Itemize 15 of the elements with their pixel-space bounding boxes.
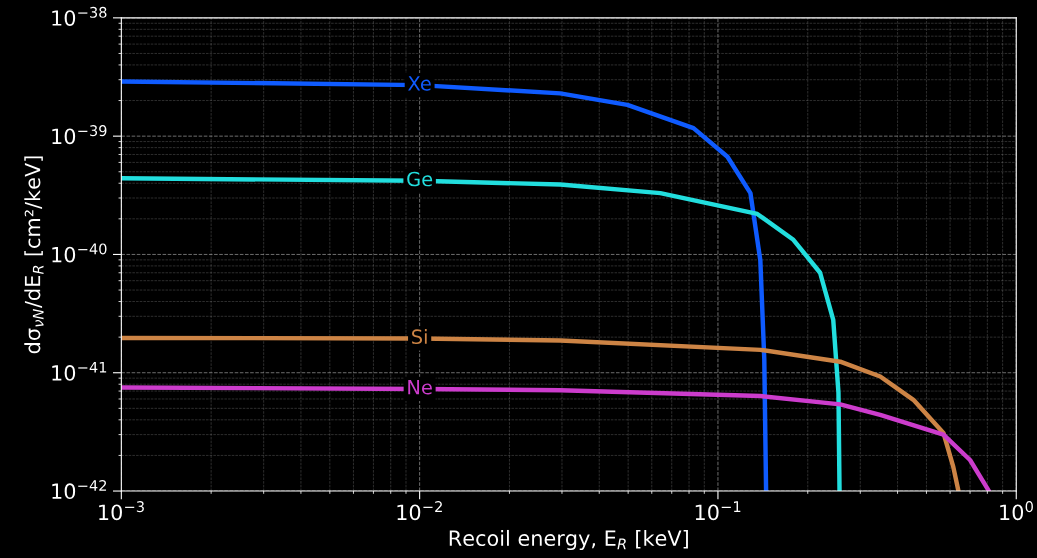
- x-axis-title: Recoil energy, E$_{R}$ [keV]: [449, 529, 688, 551]
- y-tick-label: 10$^{−42}$: [52, 480, 107, 500]
- y-axis-title: dσ$_{νN}$/dE$_{R}$ [cm²/keV]: [24, 156, 44, 354]
- y-tick-label: 10$^{−38}$: [52, 6, 107, 26]
- series-label: Ge: [407, 171, 433, 187]
- x-tick-label: 10$^{0}$: [1000, 501, 1033, 521]
- series-label: Xe: [408, 76, 431, 91]
- x-tick-label: 10$^{−2}$: [397, 501, 442, 521]
- y-tick-label: 10$^{−41}$: [52, 361, 107, 381]
- series-label: Ne: [408, 380, 432, 395]
- series-label: Si: [412, 329, 427, 345]
- y-tick-label: 10$^{−40}$: [52, 243, 107, 263]
- x-tick-label: 10$^{−1}$: [695, 501, 741, 521]
- y-tick-label: 10$^{−39}$: [52, 125, 107, 145]
- x-tick-label: 10$^{−3}$: [99, 501, 144, 521]
